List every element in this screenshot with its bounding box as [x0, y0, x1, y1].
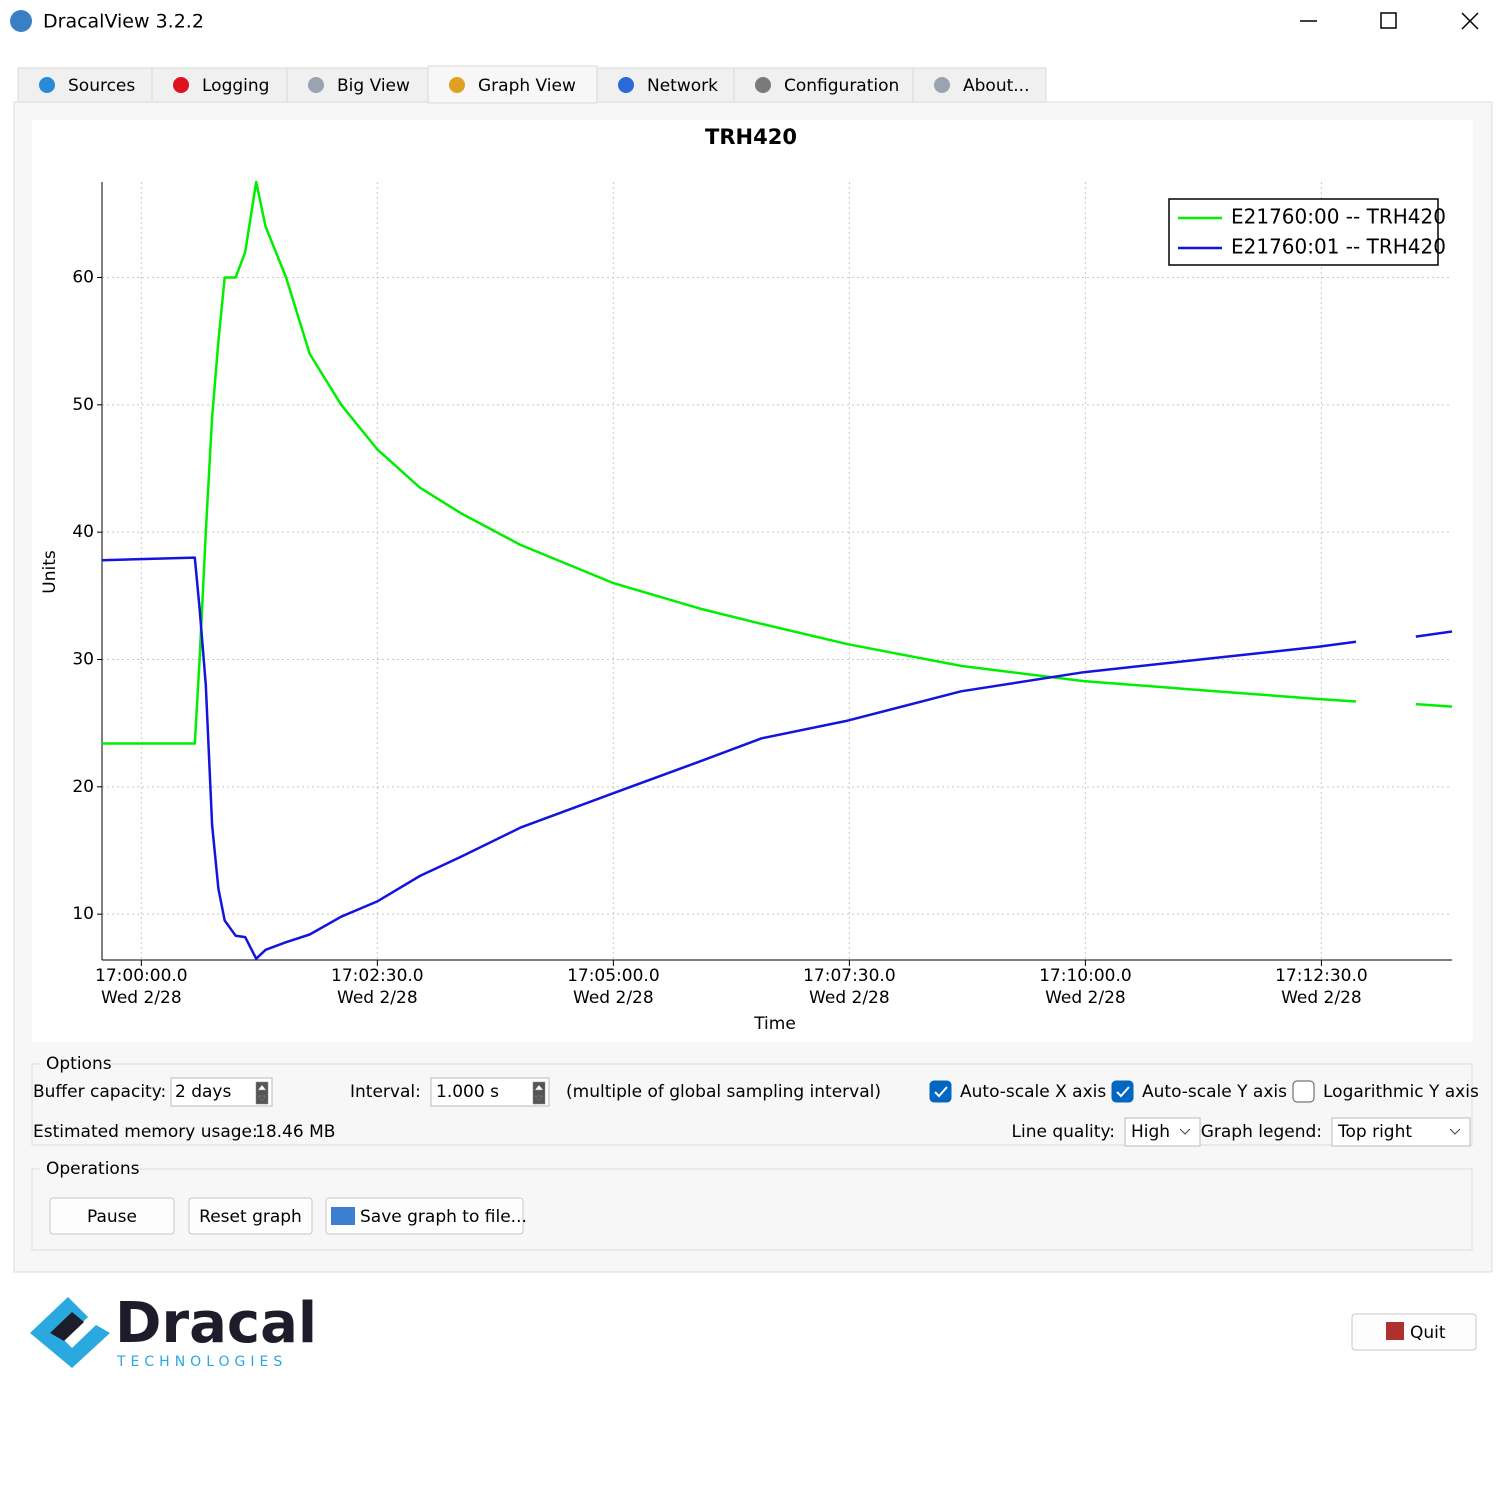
button-label: Pause	[87, 1207, 137, 1227]
checkmark	[1116, 1086, 1130, 1098]
tab-icon	[39, 77, 55, 93]
y-tick-label: 40	[72, 522, 94, 542]
button[interactable]	[325, 1197, 524, 1235]
y-tick-label: 50	[72, 395, 94, 415]
tab-icon	[618, 77, 634, 93]
interval-value: 1.000 s	[436, 1082, 499, 1102]
x-tick-label: 17:07:30.0	[803, 966, 896, 986]
x-tick-date: Wed 2/28	[337, 988, 418, 1008]
operations-title: Operations	[46, 1159, 140, 1179]
chart-title: TRH420	[705, 125, 797, 149]
x-tick-label: 17:02:30.0	[331, 966, 424, 986]
interval-spinbox[interactable]	[430, 1077, 550, 1107]
legend-box	[1168, 198, 1439, 266]
checkbox-row: Auto-scale X axis Auto-scale Y axis Logari…	[929, 1080, 1479, 1103]
tab-label: Graph View	[478, 76, 576, 96]
group-label-bg	[40, 1160, 136, 1178]
tab-icon	[173, 77, 189, 93]
tab-icon	[308, 77, 324, 93]
quit-icon	[1386, 1322, 1404, 1340]
window-title: DracalView 3.2.2	[43, 11, 204, 33]
y-axis-label: Units	[40, 550, 60, 594]
button-label: Reset graph	[199, 1207, 302, 1227]
tab-label: Sources	[68, 76, 135, 96]
buffer-label: Buffer capacity:	[33, 1082, 166, 1102]
close-button[interactable]	[1461, 12, 1479, 30]
tab-bar: Sources Logging Big View Graph View Network C…	[17, 65, 1047, 104]
x-axis-label: Time	[753, 1014, 796, 1034]
interval-note: (multiple of global sampling interval)	[566, 1082, 881, 1102]
dropdown-arrow	[1449, 1128, 1461, 1135]
operations-group	[31, 1168, 1473, 1251]
dropdown-arrow	[1179, 1128, 1191, 1135]
checkbox-label: Logarithmic Y axis	[1323, 1082, 1479, 1102]
spin-arrows[interactable]	[255, 1081, 269, 1105]
logo-name: Dracal	[115, 1291, 317, 1356]
app-icon	[10, 10, 32, 32]
tab-label: About...	[963, 76, 1029, 96]
checkmark	[934, 1086, 948, 1098]
options-title: Options	[46, 1054, 112, 1074]
logo-tagline: TECHNOLOGIES	[116, 1354, 287, 1370]
checkbox[interactable]	[929, 1080, 952, 1103]
memory-label: Estimated memory usage:	[33, 1122, 258, 1142]
button-label: Save graph to file...	[360, 1207, 527, 1227]
group-label-bg	[40, 1055, 110, 1073]
tab-icon	[755, 77, 771, 93]
tab-label: Big View	[337, 76, 410, 96]
logo-mark-inner	[50, 1312, 84, 1341]
button[interactable]	[49, 1197, 175, 1235]
x-tick-label: 17:12:30.0	[1275, 966, 1368, 986]
legend-combobox[interactable]	[1331, 1117, 1471, 1147]
checkbox[interactable]	[1111, 1080, 1134, 1103]
quit-label: Quit	[1410, 1323, 1446, 1343]
legend-label: E21760:00 -- TRH420	[1231, 205, 1446, 229]
x-tick-date: Wed 2/28	[101, 988, 182, 1008]
quality-label: Line quality:	[1012, 1122, 1115, 1142]
checkbox-label: Auto-scale X axis	[960, 1082, 1106, 1102]
interval-label: Interval:	[350, 1082, 421, 1102]
tab-label: Network	[647, 76, 718, 96]
maximize-button[interactable]	[1380, 12, 1397, 29]
y-tick-label: 10	[72, 904, 94, 924]
memory-value: 18.46 MB	[255, 1122, 335, 1142]
x-tick-label: 17:00:00.0	[95, 966, 188, 986]
spin-arrows[interactable]	[532, 1081, 546, 1105]
checkbox-label: Auto-scale Y axis	[1142, 1082, 1287, 1102]
quality-value: High	[1131, 1122, 1170, 1142]
buffer-spinbox[interactable]	[170, 1077, 273, 1107]
y-tick-label: 20	[72, 777, 94, 797]
x-tick-date: Wed 2/28	[1045, 988, 1126, 1008]
buffer-value: 2 days	[175, 1082, 231, 1102]
graph-area	[32, 120, 1473, 1042]
options-group	[31, 1063, 1473, 1146]
tab-label: Logging	[202, 76, 269, 96]
x-tick-date: Wed 2/28	[573, 988, 654, 1008]
x-tick-date: Wed 2/28	[1281, 988, 1362, 1008]
tab-icon	[934, 77, 950, 93]
button-icon	[331, 1207, 355, 1225]
data-line	[102, 180, 1453, 745]
data-line	[101, 556, 1453, 960]
x-tick-date: Wed 2/28	[809, 988, 890, 1008]
x-tick-label: 17:05:00.0	[567, 966, 660, 986]
y-tick-label: 30	[72, 649, 94, 669]
x-tick-label: 17:10:00.0	[1039, 966, 1132, 986]
y-tick-label: 60	[72, 267, 94, 287]
tab-icon	[449, 77, 465, 93]
tab-label: Configuration	[784, 76, 899, 96]
checkbox[interactable]	[1292, 1080, 1315, 1103]
legend-label: E21760:01 -- TRH420	[1231, 235, 1446, 259]
operation-buttons: Pause Reset graph Save graph to file...	[49, 1197, 527, 1235]
legend-label: Graph legend:	[1201, 1122, 1322, 1142]
legend-value: Top right	[1337, 1122, 1412, 1142]
button[interactable]	[188, 1197, 313, 1235]
quit-button[interactable]	[1351, 1313, 1477, 1351]
